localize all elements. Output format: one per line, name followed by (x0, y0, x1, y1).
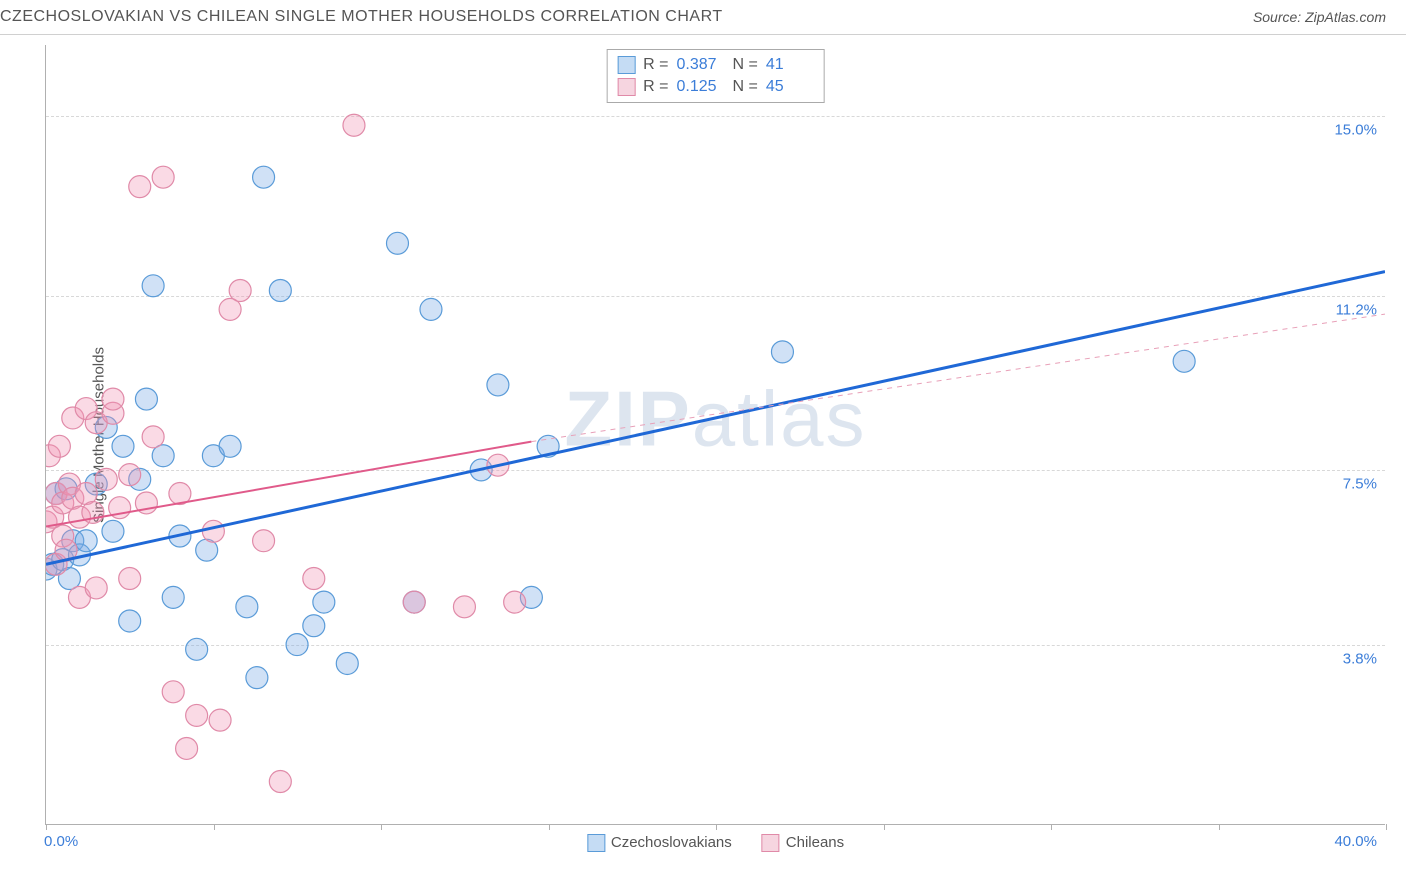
scatter-point (453, 596, 475, 618)
scatter-point (343, 114, 365, 136)
chart-plot-area: Single Mother Households ZIPatlas 0.0% 4… (45, 45, 1385, 825)
scatter-point (75, 530, 97, 552)
scatter-point (269, 771, 291, 793)
stat-label: R = (643, 78, 668, 96)
legend-label: Chileans (786, 834, 844, 851)
scatter-point (1173, 350, 1195, 372)
x-axis-max-label: 40.0% (1334, 833, 1377, 850)
scatter-point (336, 652, 358, 674)
scatter-point (85, 577, 107, 599)
scatter-point (202, 520, 224, 542)
scatter-point (186, 638, 208, 660)
x-tick (884, 824, 885, 830)
r-value: 0.387 (677, 56, 725, 74)
scatter-point (209, 709, 231, 731)
scatter-point (253, 530, 275, 552)
legend-swatch-icon (762, 834, 780, 852)
scatter-point (102, 520, 124, 542)
chart-header: CZECHOSLOVAKIAN VS CHILEAN SINGLE MOTHER… (0, 0, 1406, 35)
x-tick (214, 824, 215, 830)
legend-swatch-icon (587, 834, 605, 852)
scatter-point (219, 435, 241, 457)
scatter-point (152, 166, 174, 188)
scatter-point (303, 615, 325, 637)
scatter-point (229, 280, 251, 302)
scatter-point (162, 681, 184, 703)
n-value: 45 (766, 78, 814, 96)
scatter-point (313, 591, 335, 613)
scatter-point (286, 634, 308, 656)
scatter-point (246, 667, 268, 689)
scatter-point (236, 596, 258, 618)
scatter-point (135, 388, 157, 410)
x-tick (381, 824, 382, 830)
r-value: 0.125 (677, 78, 725, 96)
correlation-row: R = 0.387 N = 41 (617, 54, 814, 76)
legend-correlation-box: R = 0.387 N = 41 R = 0.125 N = 45 (606, 49, 825, 103)
scatter-point (48, 435, 70, 457)
x-tick (1386, 824, 1387, 830)
scatter-point (129, 176, 151, 198)
stat-label: N = (733, 56, 758, 74)
scatter-point (162, 586, 184, 608)
stat-label: N = (733, 78, 758, 96)
scatter-point (142, 426, 164, 448)
legend-swatch-icon (617, 56, 635, 74)
correlation-row: R = 0.125 N = 45 (617, 76, 814, 98)
scatter-point (403, 591, 425, 613)
scatter-point (142, 275, 164, 297)
scatter-svg (46, 45, 1385, 824)
scatter-point (112, 435, 134, 457)
x-tick (716, 824, 717, 830)
x-axis-min-label: 0.0% (44, 833, 78, 850)
scatter-point (102, 388, 124, 410)
chart-title: CZECHOSLOVAKIAN VS CHILEAN SINGLE MOTHER… (0, 8, 723, 26)
scatter-point (119, 568, 141, 590)
legend-swatch-icon (617, 78, 635, 96)
trend-line-extension (531, 314, 1385, 441)
scatter-point (186, 704, 208, 726)
scatter-point (253, 166, 275, 188)
x-tick (46, 824, 47, 830)
legend-bottom: Czechoslovakians Chileans (587, 834, 844, 852)
scatter-point (487, 374, 509, 396)
scatter-point (176, 737, 198, 759)
scatter-point (386, 232, 408, 254)
legend-item: Chileans (762, 834, 844, 852)
legend-label: Czechoslovakians (611, 834, 732, 851)
scatter-point (119, 464, 141, 486)
x-tick (1219, 824, 1220, 830)
scatter-point (771, 341, 793, 363)
scatter-point (95, 468, 117, 490)
stat-label: R = (643, 56, 668, 74)
legend-item: Czechoslovakians (587, 834, 732, 852)
trend-line (46, 272, 1385, 565)
scatter-point (269, 280, 291, 302)
x-tick (549, 824, 550, 830)
scatter-point (420, 298, 442, 320)
source-attribution: Source: ZipAtlas.com (1253, 9, 1386, 25)
scatter-point (504, 591, 526, 613)
scatter-point (119, 610, 141, 632)
scatter-point (303, 568, 325, 590)
x-tick (1051, 824, 1052, 830)
n-value: 41 (766, 56, 814, 74)
